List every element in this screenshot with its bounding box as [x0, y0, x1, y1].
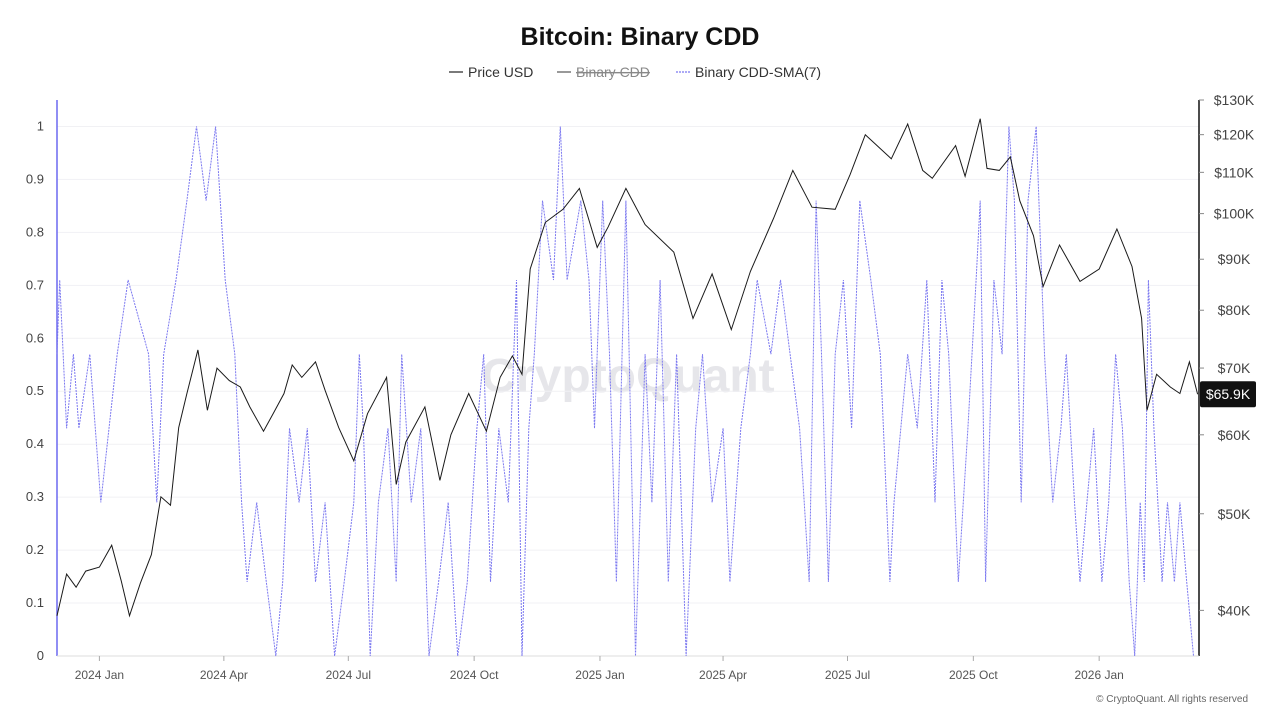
y-left-tick-label: 0.8 [26, 224, 44, 239]
sma-series-line [56, 126, 1194, 657]
legend-label: Binary CDD [576, 64, 650, 80]
x-tick-label: 2024 Apr [200, 668, 248, 682]
y-left-tick-label: 0 [37, 648, 44, 663]
y-right-tick-label: $70K [1218, 360, 1251, 376]
y-right-tick-label: $60K [1218, 427, 1251, 443]
x-tick-label: 2025 Jul [825, 668, 870, 682]
x-tick-label: 2025 Apr [699, 668, 747, 682]
axes [56, 100, 1200, 657]
y-left-axis: 0 0.1 0.2 0.3 0.4 0.5 0.6 0.7 0.8 0.9 1 [26, 118, 44, 663]
y-left-tick-label: 0.3 [26, 489, 44, 504]
y-right-tick-label: $100K [1214, 206, 1255, 222]
legend-label: Price USD [468, 64, 533, 80]
legend-item: Price USD [449, 64, 533, 80]
x-tick-label: 2024 Jul [326, 668, 371, 682]
copyright: © CryptoQuant. All rights reserved [1096, 694, 1248, 705]
y-right-tick-label: $110K [1214, 164, 1254, 180]
watermark: CryptoQuant [481, 350, 774, 403]
y-right-tick-label: $90K [1218, 251, 1251, 267]
price-series-line [56, 118, 1199, 618]
x-tick-label: 2024 Oct [450, 668, 499, 682]
y-right-tick-label: $120K [1214, 127, 1255, 143]
last-price-badge: $65.9K [1200, 381, 1256, 408]
y-right-axis: $40K $50K $60K $70K $80K $90K $100K $110K $120K $… [1199, 92, 1255, 618]
legend-item: Binary CDD [557, 64, 650, 80]
x-axis: 2024 Jan 2024 Apr 2024 Jul 2024 Oct 2025 Jan… [75, 656, 1124, 682]
x-tick-label: 2025 Jan [575, 668, 624, 682]
legend-label: Binary CDD-SMA(7) [695, 64, 821, 80]
y-left-tick-label: 0.2 [26, 542, 44, 557]
y-left-tick-label: 0.4 [26, 436, 44, 451]
x-tick-label: 2026 Jan [1074, 668, 1123, 682]
y-left-tick-label: 0.1 [26, 595, 44, 610]
y-right-tick-label: $50K [1218, 506, 1251, 522]
y-right-tick-label: $80K [1218, 302, 1251, 318]
legend: Price USD Binary CDD Binary CDD-SMA(7) [449, 64, 821, 80]
x-tick-label: 2025 Oct [949, 668, 998, 682]
y-right-tick-label: $40K [1218, 602, 1251, 618]
y-left-tick-label: 1 [37, 118, 44, 133]
legend-item: Binary CDD-SMA(7) [676, 64, 821, 80]
last-price-label: $65.9K [1206, 386, 1251, 402]
y-left-tick-label: 0.7 [26, 277, 44, 292]
y-left-tick-label: 0.5 [26, 383, 44, 398]
y-right-tick-label: $130K [1214, 92, 1255, 108]
chart-title: Bitcoin: Binary CDD [521, 23, 760, 51]
y-left-tick-label: 0.6 [26, 330, 44, 345]
y-left-tick-label: 0.9 [26, 171, 44, 186]
x-tick-label: 2024 Jan [75, 668, 124, 682]
